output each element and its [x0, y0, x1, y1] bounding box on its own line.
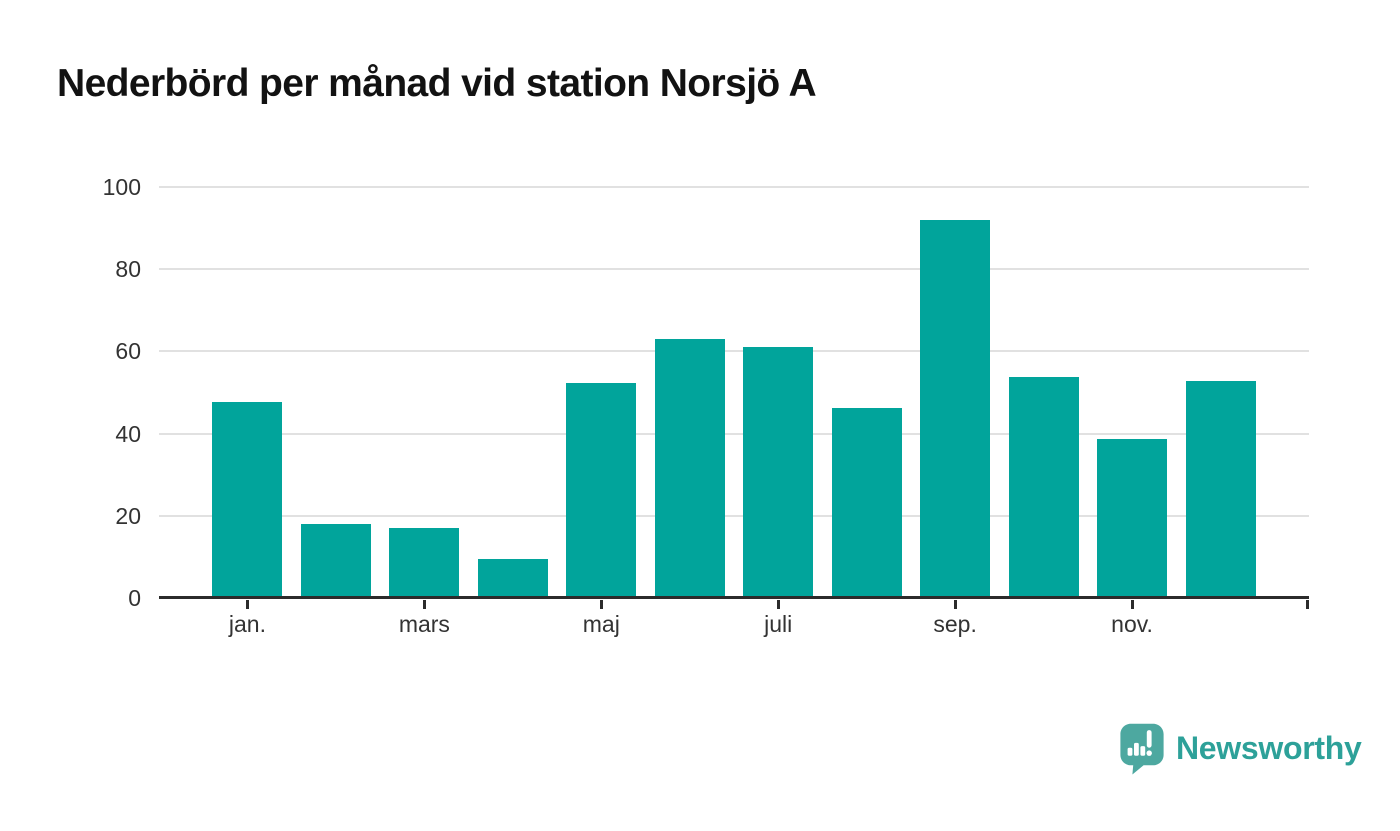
y-tick-label-100: 100 — [102, 174, 141, 200]
bar-maj — [566, 383, 637, 598]
x-tick-label-mars: mars — [398, 611, 450, 637]
bar-aug — [831, 407, 902, 598]
newsworthy-logo: Newsworthy — [1118, 722, 1362, 775]
gridline-40 — [159, 432, 1309, 435]
x-tick-label-juli: juli — [764, 611, 793, 637]
x-axis-tick-sep — [953, 600, 957, 609]
bar-jan — [212, 402, 283, 598]
x-axis-tick-juli — [776, 600, 780, 609]
x-tick-label-jan: jan. — [228, 611, 266, 637]
x-axis-tick-nov — [1130, 600, 1134, 609]
bar-okt — [1008, 377, 1079, 598]
x-axis-end-tick — [1306, 600, 1309, 609]
gridline-60 — [159, 350, 1309, 353]
y-tick-label-0: 0 — [128, 585, 141, 611]
x-axis-line — [159, 596, 1309, 599]
plot-area: jan. mars maj juli sep. nov. — [159, 186, 1309, 637]
x-axis-tick-jan — [245, 600, 249, 609]
bar-sep — [920, 220, 991, 598]
x-axis-tick-mars — [422, 600, 426, 609]
bar-mars — [389, 527, 460, 598]
bar-feb — [300, 524, 371, 598]
bar-juni — [654, 339, 725, 598]
y-tick-label-60: 60 — [115, 338, 141, 365]
y-axis-labels: 0 20 40 60 80 100 — [61, 174, 141, 611]
x-tick-label-maj: maj — [582, 611, 620, 637]
x-tick-label-nov: nov. — [1111, 611, 1153, 637]
y-tick-label-40: 40 — [115, 420, 141, 447]
bar-apr — [477, 559, 548, 598]
y-tick-label-20: 20 — [115, 502, 141, 529]
newsworthy-logo-text: Newsworthy — [1176, 730, 1362, 766]
gridline-80 — [159, 268, 1309, 271]
bar-juli — [743, 347, 814, 598]
gridline-100 — [159, 186, 1309, 188]
newsworthy-icon — [1120, 723, 1164, 775]
bar-dec — [1185, 380, 1256, 598]
bar-nov — [1097, 438, 1168, 598]
x-tick-label-sep: sep. — [933, 611, 977, 637]
x-axis-tick-maj — [599, 600, 603, 609]
y-tick-label-80: 80 — [115, 256, 141, 283]
gridline-20 — [159, 514, 1309, 517]
chart-title: Nederbörd per månad vid station Norsjö A — [57, 62, 817, 105]
